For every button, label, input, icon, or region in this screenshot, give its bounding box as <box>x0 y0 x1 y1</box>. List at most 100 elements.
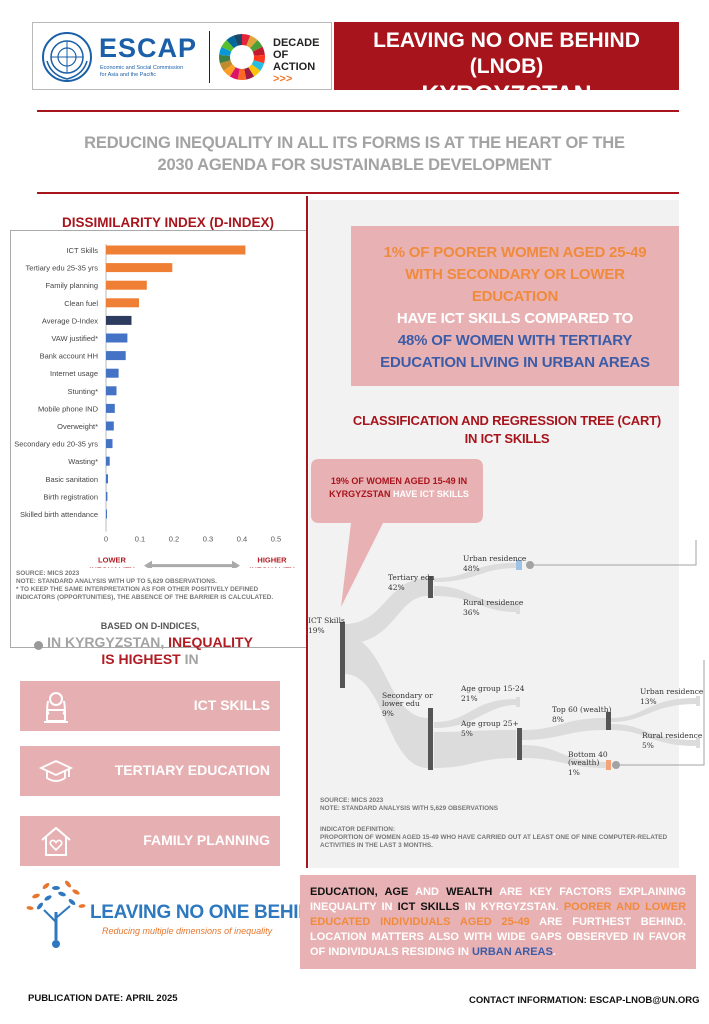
higher-inequality-label: INEQUALITY <box>249 566 294 568</box>
x-tick-label: 0.5 <box>271 535 281 544</box>
sdg-wheel-segment <box>250 40 263 52</box>
leaf-node-rural2 <box>696 738 700 748</box>
escap-wordmark: ESCAP <box>99 33 198 63</box>
bar <box>106 245 246 255</box>
svg-text:Secondary or: Secondary or <box>382 691 433 700</box>
speech-bubble <box>311 459 483 607</box>
category-label: Skilled birth attendance <box>20 510 98 519</box>
connector-line <box>614 660 705 766</box>
svg-text:Urban residence: Urban residence <box>640 687 704 696</box>
bar <box>106 509 107 519</box>
barrier-label: TERTIARY EDUCATION <box>114 762 270 778</box>
category-label: Wasting* <box>68 457 98 466</box>
bar <box>106 263 173 273</box>
sdg-wheel-segment <box>219 54 231 64</box>
tree-flows <box>344 563 696 768</box>
category-label: Bank account HH <box>40 352 98 361</box>
conclusion-box: EDUCATION, AGE AND WEALTH ARE KEY FACTOR… <box>300 875 696 969</box>
svg-text:Rural residence: Rural residence <box>463 598 524 607</box>
connector-dot <box>612 761 620 769</box>
house-heart-icon <box>41 826 71 856</box>
category-label: Average D-Index <box>42 316 98 325</box>
category-label: Secondary edu 20-35 yrs <box>14 440 98 449</box>
lnob-logo-title: LEAVING NO ONE BEHIND <box>90 902 326 923</box>
sdg-wheel-segment <box>221 40 234 52</box>
category-label: Internet usage <box>50 369 98 378</box>
leaf-node-bottom40 <box>606 760 611 770</box>
bar <box>106 456 110 466</box>
svg-text:1%: 1% <box>568 768 580 777</box>
x-tick-label: 0.1 <box>135 535 145 544</box>
bar <box>106 421 114 431</box>
headline-box: 1% OF POORER WOMEN AGED 25-49 WITH SECON… <box>351 226 679 386</box>
bar <box>106 491 108 501</box>
sdg-wheel-segment <box>233 33 242 46</box>
svg-text:8%: 8% <box>552 715 564 724</box>
svg-text:ICT Skills: ICT Skills <box>308 616 345 625</box>
chart-source-notes: SOURCE: MICS 2023 NOTE: STANDARD ANALYSI… <box>16 570 274 601</box>
bar <box>106 368 119 378</box>
bar <box>106 474 108 484</box>
svg-text:Tertiary edu: Tertiary edu <box>388 573 435 582</box>
barrier-label: FAMILY PLANNING <box>143 832 270 848</box>
escap-logo-box: ESCAP Economic and Social Commission for … <box>32 22 332 90</box>
cart-tree-diagram: ICT Skills 19% Tertiary edu 42% Urban re… <box>308 540 705 777</box>
category-label: Stunting* <box>68 387 99 396</box>
sdg-wheel-segment <box>237 68 247 81</box>
svg-text:Age group 15-24: Age group 15-24 <box>460 684 525 693</box>
svg-text:Bottom 40: Bottom 40 <box>568 750 608 759</box>
sdg-wheel-segment <box>244 67 255 80</box>
tree-labels: ICT Skills 19% Tertiary edu 42% Urban re… <box>308 554 704 777</box>
lnob-tree-logo-icon <box>26 880 86 948</box>
svg-text:5%: 5% <box>642 741 654 750</box>
arrow-right-icon <box>232 560 240 568</box>
leaf-node-rural <box>516 602 520 614</box>
bar <box>106 280 147 290</box>
arrow-left-icon <box>144 560 152 568</box>
svg-text:21%: 21% <box>461 694 478 703</box>
sdg-wheel-segment <box>242 33 251 46</box>
x-tick-label: 0 <box>104 535 108 544</box>
category-label: Basic sanitation <box>45 475 98 484</box>
bar <box>106 439 113 449</box>
svg-text:5%: 5% <box>461 729 473 738</box>
decade-of-action-logo: DECADE OF ACTION >>> <box>273 37 320 85</box>
graduation-cap-icon <box>38 760 74 782</box>
sdg-wheel-segment <box>219 60 233 71</box>
bar <box>106 386 117 396</box>
x-tick-label: 0.4 <box>237 535 247 544</box>
bar <box>106 315 132 325</box>
category-label: Tertiary edu 25-35 yrs <box>25 264 98 273</box>
sdg-wheel-segment <box>248 64 261 77</box>
bar <box>106 403 115 413</box>
x-tick-label: 0.2 <box>169 535 179 544</box>
category-label: Overweight* <box>57 422 98 431</box>
panel-divider <box>306 196 308 868</box>
bar <box>106 333 128 343</box>
summary-text: BASED ON D-INDICES, IN KYRGYZSTAN, INEQU… <box>47 621 253 667</box>
leaf-node-urban <box>516 560 522 570</box>
left-panel-frame <box>10 230 306 648</box>
sdg-wheel-segment <box>252 46 265 56</box>
bubble-text: 19% OF WOMEN AGED 15-49 IN KYRGYZSTAN HA… <box>329 476 469 499</box>
svg-text:lower edu: lower edu <box>382 699 420 708</box>
tree-icon <box>26 880 86 948</box>
category-label: VAW justified* <box>51 334 98 343</box>
sdg-wheel-segment <box>251 60 265 71</box>
svg-text:Urban residence: Urban residence <box>463 554 527 563</box>
connector-line <box>530 540 697 566</box>
category-label: ICT Skills <box>66 246 98 255</box>
lnob-logo-subtitle: Reducing multiple dimensions of inequali… <box>102 926 273 936</box>
publication-date: PUBLICATION DATE: APRIL 2025 <box>28 993 178 1004</box>
svg-text:13%: 13% <box>640 697 657 706</box>
svg-text:Age group 25+: Age group 25+ <box>460 719 519 728</box>
bar <box>106 351 126 361</box>
x-tick-label: 0.3 <box>203 535 213 544</box>
svg-text:36%: 36% <box>463 608 480 617</box>
chart-title: DISSIMILARITY INDEX (D-INDEX) <box>62 215 275 230</box>
barrier-card-ict-skills: ICT SKILLS <box>20 681 280 731</box>
un-emblem-icon <box>42 32 92 82</box>
bar <box>106 298 139 308</box>
country-title: KYRGYZSTAN <box>421 81 592 109</box>
higher-inequality-label: HIGHER <box>257 556 287 565</box>
